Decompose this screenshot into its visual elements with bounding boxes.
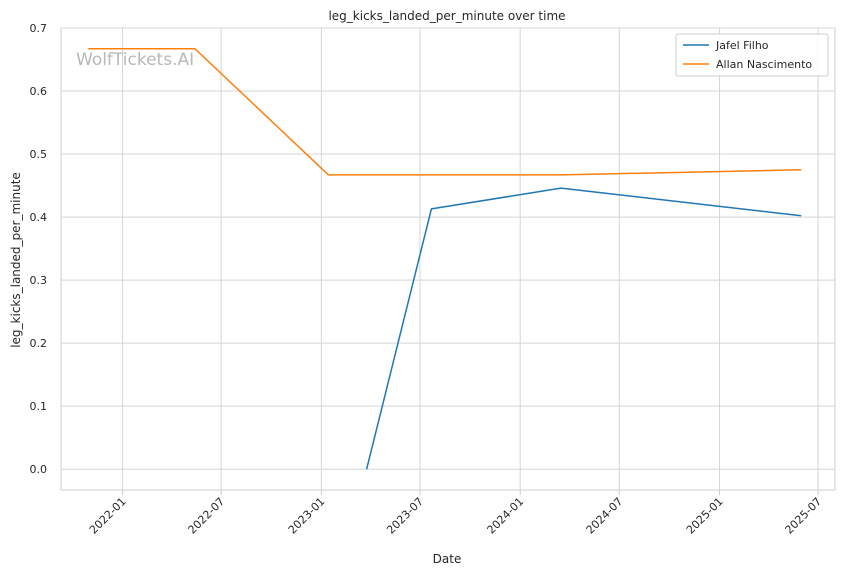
y-axis-label: leg_kicks_landed_per_minute — [9, 172, 23, 348]
plot-frame — [60, 27, 836, 491]
watermark: WolfTickets.AI — [76, 50, 194, 70]
y-tick-labels: 0.0 0.1 0.2 0.3 0.4 0.5 0.6 0.7 — [30, 22, 48, 476]
legend: Jafel Filho Allan Nascimento — [675, 33, 829, 77]
x-axis-label: Date — [433, 552, 462, 566]
x-tick-label: 2024-01 — [485, 495, 527, 537]
chart-title: leg_kicks_landed_per_minute over time — [328, 9, 565, 23]
y-tick-label: 0.7 — [30, 22, 48, 35]
y-tick-label: 0.6 — [30, 85, 48, 98]
series-line — [365, 187, 802, 470]
x-tick-label: 2023-07 — [384, 495, 426, 537]
x-tick-label: 2022-07 — [186, 495, 228, 537]
y-tick-label: 0.1 — [30, 400, 48, 413]
y-tick-label: 0.0 — [30, 463, 48, 476]
legend-entry-label: Jafel Filho — [715, 39, 769, 52]
series-layer — [88, 48, 802, 470]
x-tick-label: 2025-01 — [684, 495, 726, 537]
legend-entry-label: Allan Nascimento — [716, 58, 812, 71]
y-tick-label: 0.2 — [30, 337, 48, 350]
x-tick-labels: 2022-01 2022-07 2023-01 2023-07 2024-01 2024-… — [87, 495, 824, 537]
series-line — [88, 48, 802, 176]
x-tick-label: 2024-07 — [584, 495, 626, 537]
grid — [61, 27, 835, 495]
y-tick-label: 0.5 — [30, 148, 48, 161]
legend-box — [675, 33, 829, 77]
x-tick-label: 2022-01 — [87, 495, 129, 537]
y-tick-label: 0.3 — [30, 274, 48, 287]
y-tick-label: 0.4 — [30, 211, 48, 224]
x-tick-label: 2023-01 — [286, 495, 328, 537]
x-tick-label: 2025-07 — [783, 495, 825, 537]
